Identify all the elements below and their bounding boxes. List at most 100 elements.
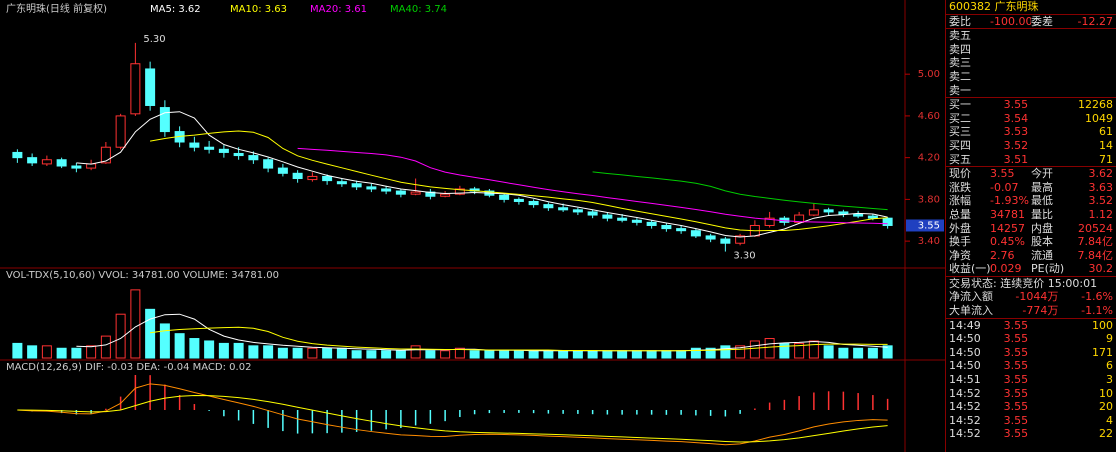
quote-cell: -1.93% [990,194,1029,208]
quote-cell: 委差 [1031,14,1053,28]
quote-cell: 0.029 [990,262,1022,276]
quote-cell: 3 [1106,373,1114,387]
quote-cell: 卖二 [949,69,971,83]
quote-cell: 2.76 [990,248,1015,262]
quote-row: 卖一 [946,84,1116,98]
volume-bar [528,350,539,359]
ma-label: MA5: 3.62 [150,4,201,15]
quote-cell: 卖一 [949,83,971,97]
candle-body [676,228,687,232]
quote-cell: 71 [1099,152,1114,166]
candle-body [145,68,156,106]
quote-row: 买五 3.51 71 [946,153,1116,167]
volume-bar [764,338,775,359]
candle-body [351,183,362,188]
volume-bar [587,350,598,359]
candle-body [56,159,67,167]
volume-bar [454,347,465,359]
quote-cell: 14257 [990,221,1025,235]
quote-cell: 3.55 [1003,318,1029,332]
candle-body [277,167,288,174]
quote-cell: 7.84亿 [1077,235,1114,249]
candle-body [189,142,200,148]
quote-cell: 14:52 [949,413,981,427]
volume-bar [248,345,259,359]
volume-bar [12,342,23,359]
quote-cell: 14:52 [949,427,981,441]
quote-cell: -774万 [1022,304,1059,318]
quote-cell: -0.07 [990,180,1019,194]
ma-line [592,171,888,211]
quote-row: 14:50 3.55 6 [946,359,1116,373]
volume-bar [263,345,274,359]
candle-body [366,186,377,190]
quote-cell: 7.84亿 [1077,248,1114,262]
volume-bar [543,350,554,359]
quote-cell: 卖五 [949,29,971,43]
volume-bar [130,289,141,359]
volume-bar [174,333,185,359]
candle-body [410,191,421,195]
candle-body [690,230,701,237]
quote-cell: 收益(一) [949,262,990,276]
quote-cell: 净流入额 [949,290,993,304]
volume-bar [513,350,524,359]
quote-cell: 0.45% [990,235,1025,249]
volume-bar [322,347,333,359]
y-tick-label: 4.60 [918,111,940,122]
chart-title: 广东明珠(日线 前复权) [6,2,107,15]
quote-row: 14:51 3.55 3 [946,373,1116,387]
volume-bar [307,347,318,359]
dea-line [17,394,888,443]
quote-cell: -12.27 [1077,14,1113,28]
quote-cell: 委比 [949,14,971,28]
quote-cell: 6 [1106,359,1114,373]
candle-body [735,235,746,244]
volume-bar [233,342,244,359]
quote-cell: 14:49 [949,318,981,332]
candle-body [336,181,347,185]
quote-row: 卖二 [946,70,1116,84]
candle-body [159,107,170,133]
candle-body [115,115,126,148]
quote-cell: 换手 [949,235,971,249]
quote-row: 卖五 [946,28,1116,43]
quote-cell: 外盘 [949,221,971,235]
quote-row: 外盘 14257 内盘 20524 [946,222,1116,236]
volume-bar [853,347,864,359]
quote-cell: -1.1% [1081,304,1114,318]
volume-bar [277,347,288,359]
volume-bar [189,338,200,359]
volume-bar [602,350,613,359]
ma-line [297,147,888,225]
max-label: 5.30 [143,34,165,45]
volume-bar [425,350,436,359]
chart-bg [0,0,945,452]
quote-cell: 100 [1092,318,1114,332]
quote-cell: 3.53 [1003,125,1029,139]
volume-bar [204,340,215,359]
quote-cell: 3.55 [1003,386,1029,400]
candle-body [602,214,613,219]
quote-row: 涨幅 -1.93% 最低 3.52 [946,194,1116,208]
volume-bar [292,347,303,359]
candle-body [130,63,141,115]
quote-row: 14:50 3.55 9 [946,332,1116,346]
quote-cell: 买二 [949,111,971,125]
quote-row: 买一 3.55 12268 [946,97,1116,112]
quote-row: 买三 3.53 61 [946,125,1116,139]
quote-cell: 最低 [1031,194,1053,208]
quote-cell: PE(动) [1031,262,1065,276]
candle-body [27,157,38,164]
volume-ma-line [150,326,888,352]
ma-line [76,111,888,238]
quote-cell: 14:52 [949,386,981,400]
candle-body [572,209,583,213]
quote-cell: 3.55 [1003,98,1029,112]
quote-cell: 14:50 [949,332,981,346]
candle-body [233,152,244,157]
volume-bar [484,350,495,359]
quote-row: 600382 广东明珠 [946,0,1116,14]
candle-body [867,215,878,219]
quote-row: 买二 3.54 1049 [946,112,1116,126]
